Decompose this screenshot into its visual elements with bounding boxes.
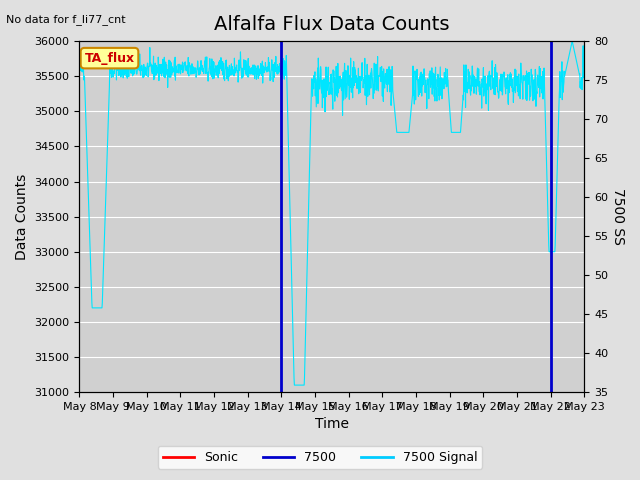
7500 Signal	[291, 382, 298, 388]
Y-axis label: 7500 SS: 7500 SS	[611, 188, 625, 245]
7500 Signal	[76, 63, 83, 69]
Text: No data for f_li77_cnt: No data for f_li77_cnt	[6, 14, 126, 25]
7500 Signal	[135, 58, 143, 64]
7500 Signal	[310, 86, 317, 92]
Legend: Sonic, 7500, 7500 Signal: Sonic, 7500, 7500 Signal	[158, 446, 482, 469]
7500 Signal	[301, 375, 308, 381]
Line: 7500 Signal: 7500 Signal	[79, 42, 584, 385]
Text: TA_flux: TA_flux	[84, 52, 134, 65]
7500 Signal	[568, 39, 576, 45]
7500 Signal	[115, 67, 122, 72]
7500 Signal	[580, 70, 588, 75]
X-axis label: Time: Time	[315, 418, 349, 432]
Y-axis label: Data Counts: Data Counts	[15, 173, 29, 260]
Title: Alfalfa Flux Data Counts: Alfalfa Flux Data Counts	[214, 15, 450, 34]
7500 Signal	[290, 361, 298, 367]
7500 Signal	[364, 61, 371, 67]
